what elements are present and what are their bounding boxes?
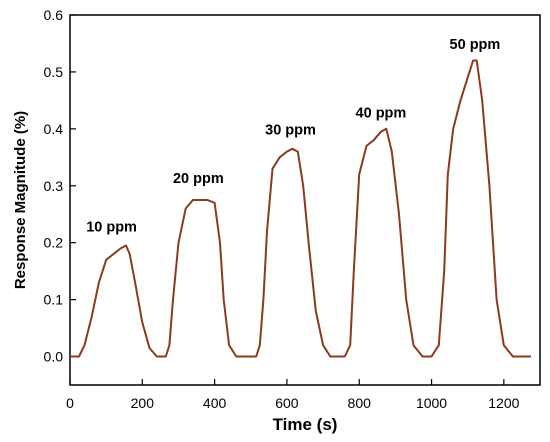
x-tick-label: 400 [203, 395, 227, 411]
concentration-labels: 10 ppm 20 ppm 30 ppm 40 ppm 50 ppm [86, 37, 500, 235]
x-tick-label: 1200 [488, 395, 519, 411]
y-tick-label: 0.4 [44, 121, 64, 137]
concentration-label: 50 ppm [450, 37, 501, 53]
y-tick-label: 0.6 [44, 7, 64, 23]
y-tick-label: 0.0 [44, 349, 64, 365]
response-curve [70, 59, 531, 358]
concentration-label: 40 ppm [356, 105, 407, 121]
concentration-label: 20 ppm [173, 171, 224, 187]
y-tick-label: 0.3 [44, 178, 64, 194]
y-tick-label: 0.5 [44, 64, 64, 80]
x-tick-label: 200 [131, 395, 155, 411]
x-axis-title: Time (s) [273, 415, 338, 434]
y-tick-label: 0.1 [44, 292, 64, 308]
concentration-label: 10 ppm [86, 219, 137, 235]
x-tick-label: 600 [275, 395, 299, 411]
x-tick-label: 1000 [416, 395, 447, 411]
x-axis: 0 200 400 600 800 1000 1200 [66, 379, 520, 411]
y-axis: 0.0 0.1 0.2 0.3 0.4 0.5 0.6 [44, 7, 76, 365]
y-tick-label: 0.2 [44, 235, 64, 251]
x-tick-label: 800 [348, 395, 372, 411]
x-tick-label: 0 [66, 395, 74, 411]
plot-frame [69, 14, 541, 386]
y-axis-title: Response Magnitude (%) [12, 111, 29, 289]
concentration-label: 30 ppm [265, 123, 316, 139]
